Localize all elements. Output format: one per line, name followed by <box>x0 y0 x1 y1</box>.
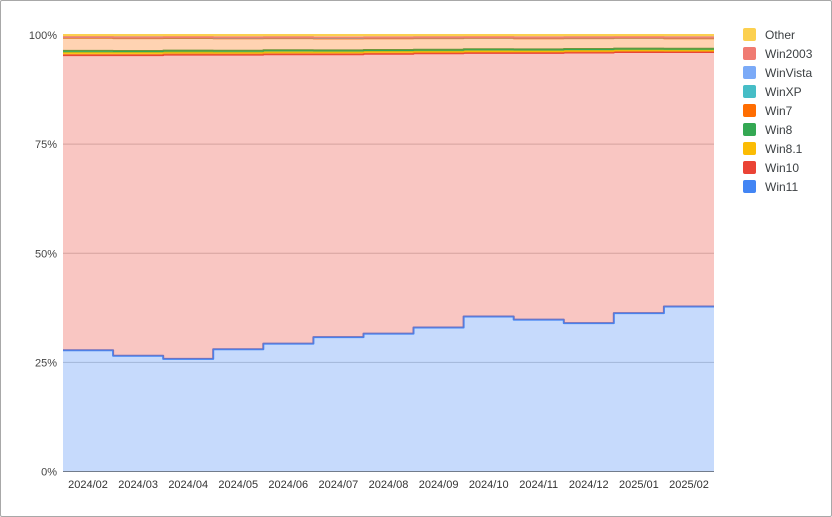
x-axis-label: 2025/01 <box>619 479 659 491</box>
y-axis-label-50: 50% <box>35 248 57 260</box>
legend-item-other[interactable]: Other <box>743 27 812 42</box>
x-axis-label: 2024/05 <box>218 479 258 491</box>
x-axis-label: 2024/10 <box>469 479 509 491</box>
chart-legend: Other Win2003 WinVista WinXP Win7 Win8 Win8.1 W… <box>743 27 813 194</box>
y-axis-label-75: 75% <box>35 139 57 151</box>
x-axis-label: 2024/03 <box>118 479 158 491</box>
legend-item-winxp[interactable]: WinXP <box>743 84 812 99</box>
legend-item-win11[interactable]: Win11 <box>743 179 812 194</box>
x-axis-label: 2024/11 <box>519 479 558 491</box>
line-Win10 <box>63 51 714 57</box>
legend-swatch-icon <box>743 123 756 136</box>
legend-swatch-icon <box>743 47 756 60</box>
legend-swatch-icon <box>743 85 756 98</box>
area-Win11[interactable] <box>63 306 714 472</box>
x-axis-label: 2024/02 <box>68 479 108 491</box>
legend-label: Win10 <box>765 160 800 175</box>
y-axis-label-0: 0% <box>41 467 57 479</box>
legend-swatch-icon <box>743 142 756 155</box>
x-axis-label: 2024/12 <box>569 479 609 491</box>
legend-label: Win7 <box>765 103 793 118</box>
line-Win8.1 <box>63 49 714 54</box>
y-axis-label-100: 100% <box>29 30 57 42</box>
legend-item-win8[interactable]: Win8 <box>743 122 812 137</box>
x-axis-label: 2024/09 <box>419 479 459 491</box>
area-Win10[interactable] <box>63 52 714 359</box>
legend-label: Other <box>765 27 796 42</box>
legend-label: WinXP <box>765 84 802 99</box>
legend-label: WinVista <box>765 65 813 80</box>
legend-swatch-icon <box>743 66 756 79</box>
legend-label: Win8 <box>765 122 793 137</box>
legend-label: Win2003 <box>765 46 813 61</box>
legend-swatch-icon <box>743 161 756 174</box>
y-axis-label-25: 25% <box>35 357 57 369</box>
x-axis-label: 2024/07 <box>319 479 359 491</box>
line-Win8 <box>63 47 714 52</box>
legend-label: Win8.1 <box>765 141 803 156</box>
legend-swatch-icon <box>743 104 756 117</box>
legend-item-winvista[interactable]: WinVista <box>743 65 813 80</box>
legend-label: Win11 <box>765 179 799 194</box>
x-axis-label: 2024/06 <box>268 479 308 491</box>
line-Win2003 <box>63 35 714 39</box>
legend-swatch-icon <box>743 180 756 193</box>
legend-item-win7[interactable]: Win7 <box>743 103 812 118</box>
legend-swatch-icon <box>743 28 756 41</box>
x-axis-label: 2025/02 <box>669 479 709 491</box>
line-Win11 <box>63 305 714 360</box>
area-Win7[interactable] <box>63 37 714 51</box>
legend-item-win10[interactable]: Win10 <box>743 160 812 175</box>
legend-item-win2003[interactable]: Win2003 <box>743 46 813 61</box>
x-axis-label: 2024/04 <box>168 479 208 491</box>
legend-item-win8-1[interactable]: Win8.1 <box>743 141 812 156</box>
x-axis-label: 2024/08 <box>369 479 409 491</box>
